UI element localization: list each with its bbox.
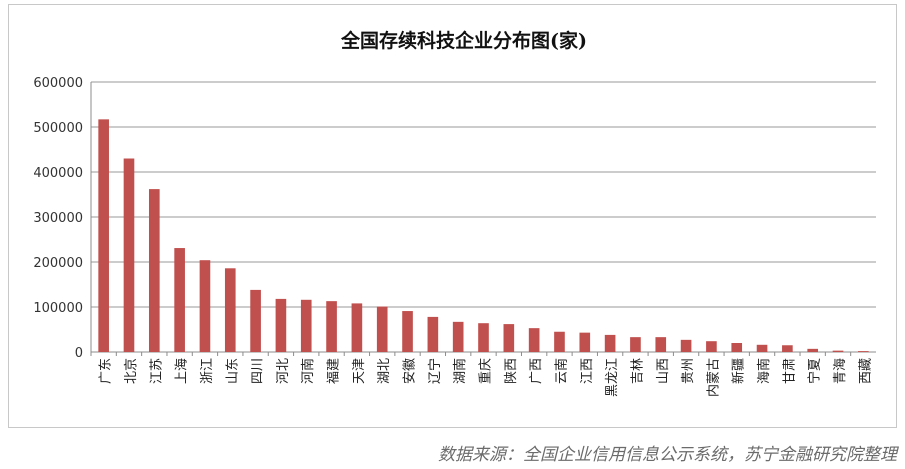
bar-贵州 <box>680 339 692 352</box>
bar-湖南 <box>452 321 464 352</box>
bar-天津 <box>351 303 363 352</box>
x-tick-label: 上海 <box>175 358 190 384</box>
y-tick-label: 100000 <box>33 301 83 316</box>
bar-福建 <box>326 301 337 352</box>
bar-江苏 <box>148 189 160 352</box>
bar-陕西 <box>503 324 515 352</box>
y-tick-label: 300000 <box>33 211 83 226</box>
x-tick-label: 江西 <box>580 358 595 384</box>
x-tick-label: 浙江 <box>200 358 215 384</box>
bar-山东 <box>224 268 236 352</box>
bar-湖北 <box>376 306 388 352</box>
x-tick-label: 辽宁 <box>427 358 443 384</box>
bar-海南 <box>756 344 768 352</box>
x-tick-label: 西藏 <box>858 358 873 384</box>
source-note: 数据来源：全国企业信用信息公示系统，苏宁金融研究院整理 <box>438 445 897 465</box>
bar-四川 <box>250 289 261 352</box>
bar-山西 <box>655 337 667 352</box>
x-tick-label: 青海 <box>833 358 848 384</box>
x-tick-label: 北京 <box>124 358 139 384</box>
bar-云南 <box>554 331 565 352</box>
x-tick-label: 福建 <box>327 358 342 384</box>
x-tick-label: 安徽 <box>403 358 418 384</box>
bar-内蒙古 <box>706 341 717 352</box>
x-tick-label: 湖北 <box>377 358 392 384</box>
y-tick-label: 500000 <box>33 121 83 136</box>
bar-甘肃 <box>782 345 793 352</box>
bar-浙江 <box>199 260 211 352</box>
y-tick-label: 400000 <box>33 166 83 181</box>
bar-chart: 全国存续科技企业分布图(家) 0 100000 200000 300000 400000… <box>33 29 876 397</box>
bar-宁夏 <box>807 348 819 352</box>
bar-广西 <box>528 328 540 352</box>
x-tick-label: 新疆 <box>731 358 747 384</box>
bar-黑龙江 <box>604 334 616 352</box>
x-tick-label: 海南 <box>756 358 772 384</box>
y-tick-label: 600000 <box>33 76 83 91</box>
x-axis-labels: 广东 北京 江苏 上海 浙江 山东 四川 河北 河南 福建 天津 湖北 安徽 辽宁 湖南 重庆 陕西 广西 云南 江西… <box>90 352 873 397</box>
bars <box>98 119 869 352</box>
x-tick-label: 河北 <box>276 358 291 384</box>
x-tick-label: 内蒙古 <box>705 358 721 397</box>
bar-北京 <box>123 158 135 352</box>
y-tick-label: 0 <box>75 346 83 361</box>
x-tick-label: 陕西 <box>504 358 519 384</box>
bar-重庆 <box>478 323 489 352</box>
chart-frame: 全国存续科技企业分布图(家) 0 100000 200000 300000 400000… <box>8 4 897 428</box>
chart-title: 全国存续科技企业分布图(家) <box>340 29 587 52</box>
x-tick-label: 天津 <box>352 358 367 384</box>
x-tick-label: 河南 <box>300 358 316 384</box>
x-tick-label: 山东 <box>225 358 240 384</box>
x-tick-label: 山西 <box>656 358 671 384</box>
y-axis-ticks: 0 100000 200000 300000 400000 500000 600000 <box>33 76 83 361</box>
bar-西藏 <box>858 351 869 352</box>
x-tick-label: 四川 <box>251 358 266 384</box>
x-tick-label: 湖南 <box>452 358 468 384</box>
x-tick-label: 广东 <box>99 358 114 384</box>
x-tick-label: 广西 <box>529 358 544 384</box>
bar-青海 <box>832 350 844 352</box>
x-tick-label: 重庆 <box>478 358 494 384</box>
x-tick-label: 江苏 <box>148 358 164 384</box>
bar-辽宁 <box>427 316 439 352</box>
bar-安徽 <box>402 311 413 352</box>
bar-江西 <box>579 332 591 352</box>
x-tick-label: 宁夏 <box>807 358 823 384</box>
bar-河南 <box>300 299 312 352</box>
x-tick-label: 贵州 <box>681 358 696 384</box>
x-tick-label: 云南 <box>553 358 569 384</box>
bar-新疆 <box>731 343 743 352</box>
bar-上海 <box>174 248 185 352</box>
y-tick-label: 200000 <box>33 256 83 271</box>
x-tick-label: 黑龙江 <box>605 358 620 397</box>
x-tick-label: 吉林 <box>630 358 645 384</box>
bar-河北 <box>275 298 287 352</box>
gridlines <box>90 81 876 353</box>
bar-广东 <box>98 119 109 352</box>
x-tick-label: 甘肃 <box>782 358 797 384</box>
bar-吉林 <box>630 337 641 352</box>
